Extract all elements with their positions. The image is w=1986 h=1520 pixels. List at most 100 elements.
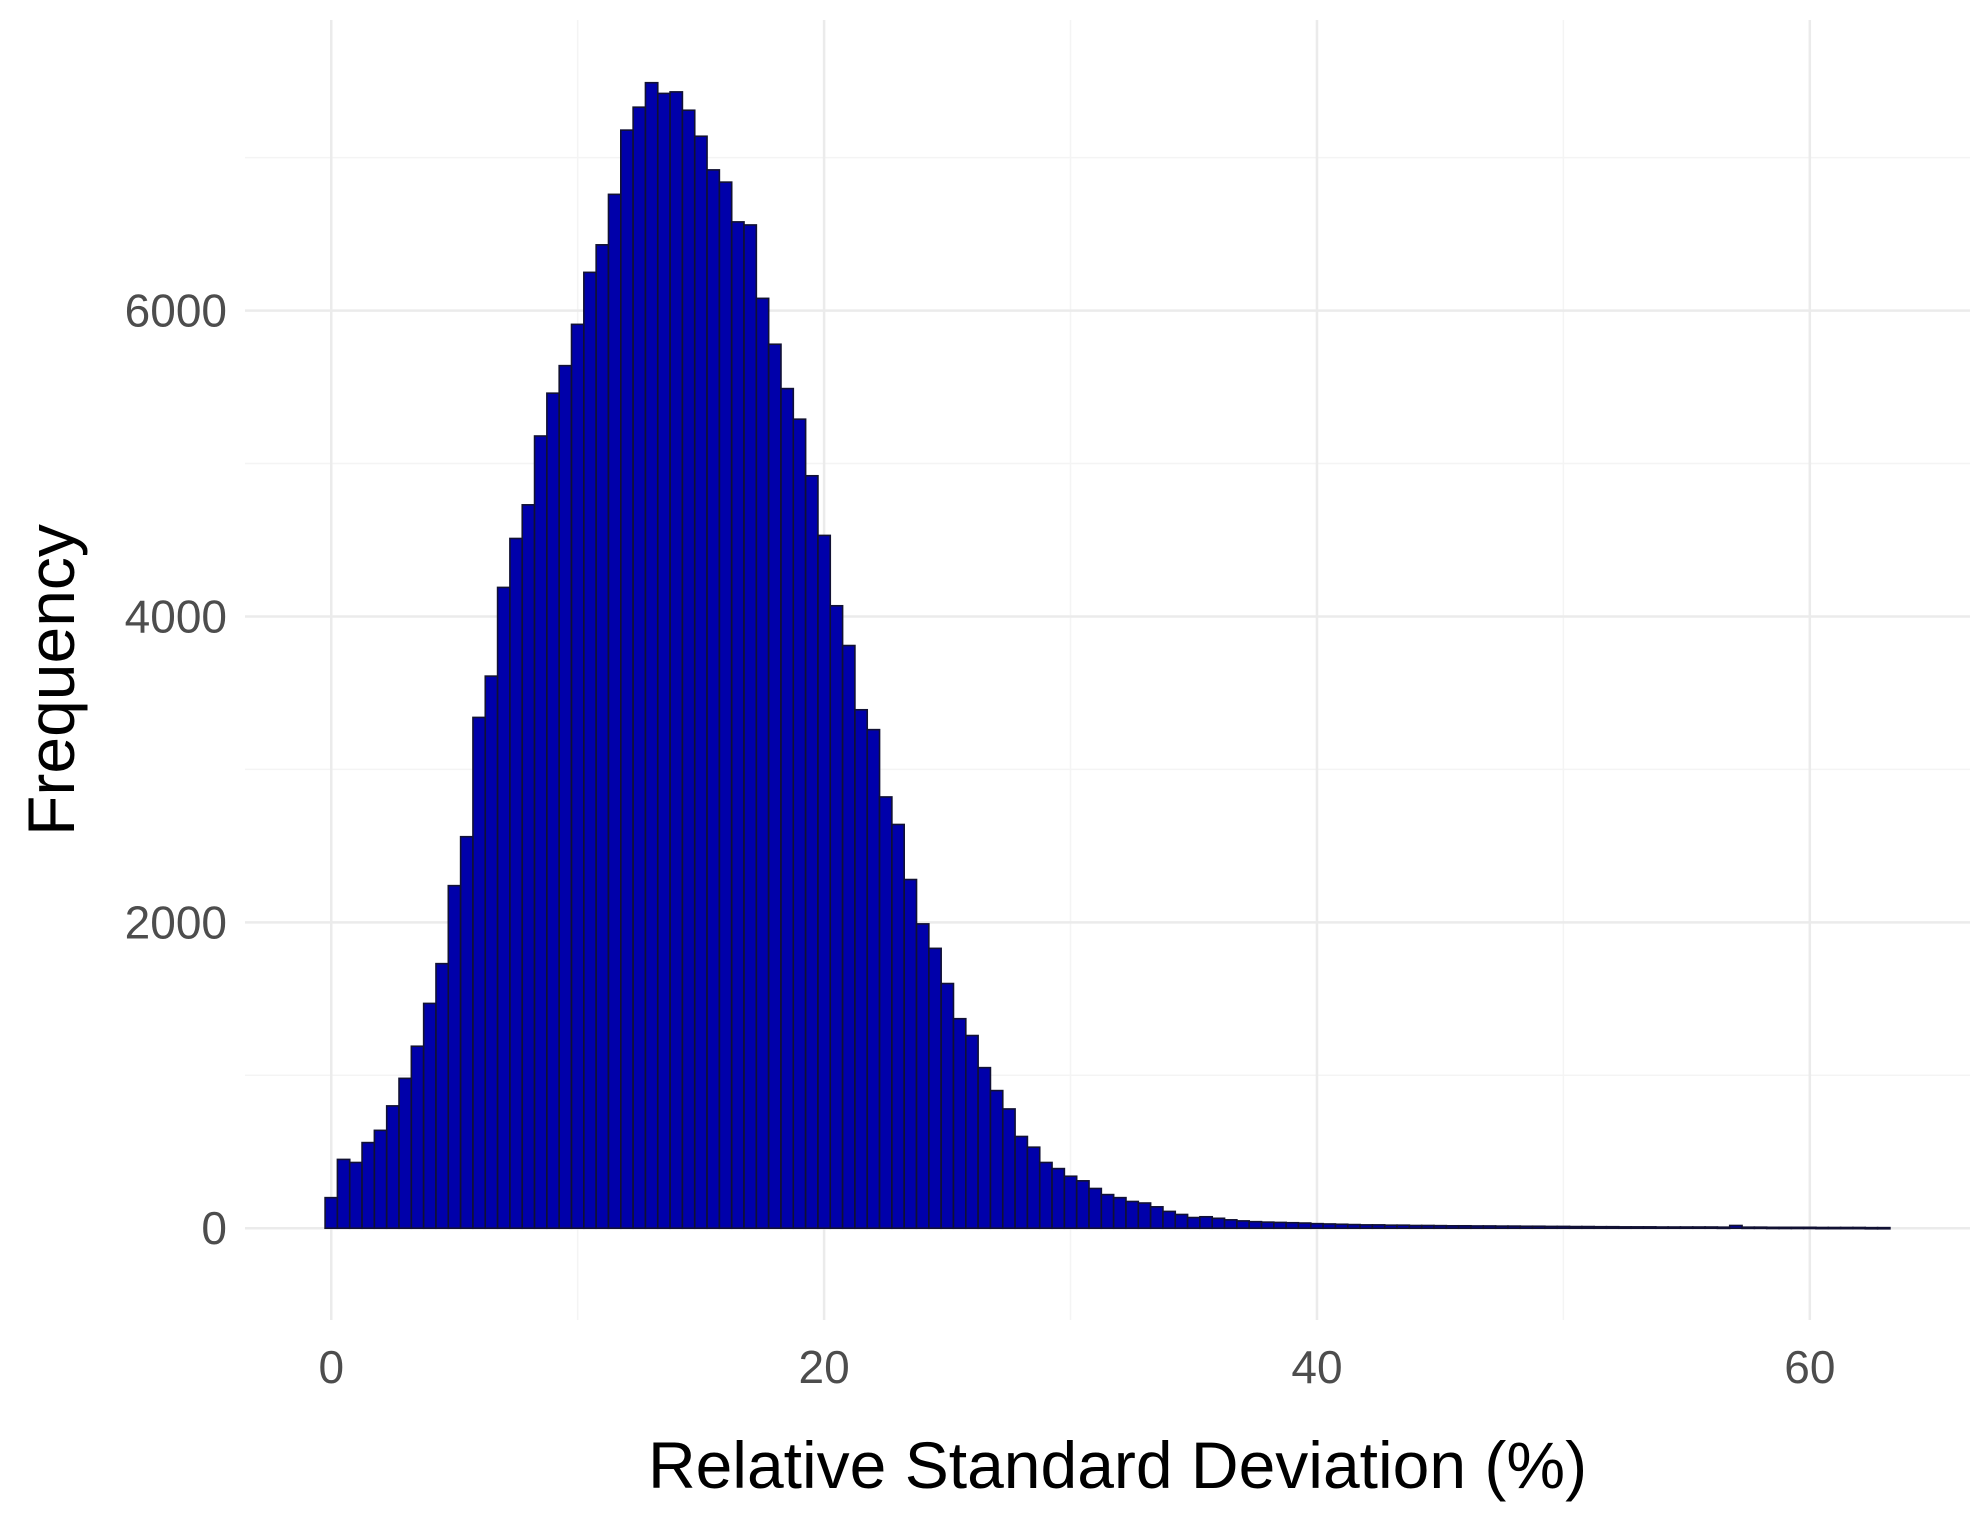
histogram-bar xyxy=(361,1141,376,1230)
y-tick-label: 6000 xyxy=(125,285,227,337)
histogram-bar xyxy=(1211,1217,1226,1230)
histogram-bar xyxy=(1778,1226,1793,1230)
histogram-bar xyxy=(620,129,634,1230)
histogram-bar xyxy=(1088,1187,1103,1230)
histogram-bar xyxy=(570,323,585,1230)
histogram-bar xyxy=(1839,1226,1854,1230)
histogram-bar xyxy=(1679,1226,1694,1230)
histogram-bar xyxy=(1433,1224,1448,1230)
histogram-bar xyxy=(348,1161,363,1230)
histogram-bar xyxy=(422,1002,437,1230)
histogram-bar xyxy=(1260,1221,1275,1230)
histogram-bar xyxy=(1507,1225,1522,1230)
histogram-bar xyxy=(1371,1224,1386,1230)
histogram-bar xyxy=(1790,1226,1805,1230)
histogram-bar xyxy=(521,504,536,1230)
histogram-bar xyxy=(854,708,869,1230)
histogram-bar xyxy=(1864,1226,1879,1230)
histogram-bar xyxy=(1815,1226,1830,1230)
histogram-bar xyxy=(595,244,610,1230)
y-tick-label: 0 xyxy=(201,1202,227,1254)
histogram-bar xyxy=(681,109,696,1230)
histogram-bar xyxy=(1396,1224,1411,1230)
histogram-bar xyxy=(398,1077,413,1230)
histogram-bar xyxy=(435,962,450,1230)
x-axis-title: Relative Standard Deviation (%) xyxy=(648,1428,1587,1502)
histogram-bar xyxy=(669,91,684,1230)
histogram-bar xyxy=(977,1066,992,1230)
histogram-bar xyxy=(730,221,745,1230)
histogram-bar xyxy=(1112,1196,1127,1230)
histogram-bar xyxy=(1297,1222,1312,1230)
histogram-bar xyxy=(644,81,659,1230)
histogram-bar xyxy=(1001,1108,1016,1230)
histogram-bar xyxy=(1174,1213,1189,1230)
histogram-bar xyxy=(1741,1226,1756,1230)
x-tick-labels: 0 20 40 60 xyxy=(318,1341,1835,1393)
histogram-bar xyxy=(373,1129,388,1230)
histogram-bar xyxy=(1655,1226,1669,1230)
histogram-bar xyxy=(1642,1226,1657,1230)
histogram-bar xyxy=(1667,1226,1682,1230)
histogram-bar xyxy=(1137,1202,1152,1230)
histogram-bar xyxy=(1704,1226,1719,1230)
x-tick-label: 40 xyxy=(1291,1341,1342,1393)
histogram-bar xyxy=(496,586,511,1230)
histogram-bar xyxy=(1556,1225,1571,1230)
histogram-bar xyxy=(1716,1226,1731,1230)
histogram-bar xyxy=(817,534,832,1230)
y-axis-title: Frequency xyxy=(14,524,88,836)
histogram-bar xyxy=(767,343,782,1230)
histogram-bar xyxy=(1519,1225,1534,1230)
histogram-bar xyxy=(1346,1223,1361,1230)
histogram-bar xyxy=(1014,1135,1029,1230)
histogram-bar xyxy=(1285,1221,1300,1230)
histogram-bar xyxy=(410,1045,425,1230)
histogram-bar xyxy=(1026,1146,1041,1230)
histogram-bar xyxy=(1876,1226,1891,1230)
histogram-bar xyxy=(1236,1220,1250,1230)
histogram-bar xyxy=(1852,1226,1867,1230)
histogram-bar xyxy=(804,474,819,1230)
histogram-bar xyxy=(1075,1180,1090,1230)
histogram-bar xyxy=(965,1034,979,1230)
histogram-bar xyxy=(1322,1223,1337,1230)
histogram-bar xyxy=(792,418,807,1230)
x-tick-label: 0 xyxy=(318,1341,344,1393)
histogram-bar xyxy=(878,796,893,1230)
histogram-bar xyxy=(1605,1225,1620,1230)
histogram-bar xyxy=(1273,1221,1287,1230)
histogram-bar xyxy=(1618,1226,1632,1230)
histogram-bar xyxy=(891,823,905,1230)
histogram-bar xyxy=(952,1017,967,1230)
y-tick-label: 2000 xyxy=(125,896,227,948)
histogram-bar xyxy=(1445,1224,1460,1230)
histogram-bar xyxy=(1568,1225,1583,1230)
histogram-bar xyxy=(1199,1215,1214,1230)
histogram-bar xyxy=(1531,1225,1546,1230)
histogram-bar xyxy=(866,728,881,1230)
histogram-bar xyxy=(743,224,758,1230)
histogram-bar xyxy=(1494,1225,1509,1230)
histogram-bar xyxy=(1149,1206,1164,1230)
histogram-bar xyxy=(632,106,647,1230)
histogram-bar xyxy=(693,135,708,1230)
y-tick-label: 4000 xyxy=(125,590,227,642)
histogram-bar xyxy=(336,1158,351,1230)
x-tick-label: 20 xyxy=(799,1341,850,1393)
histogram-bar xyxy=(1470,1225,1485,1230)
histogram-bar xyxy=(583,271,597,1230)
histogram-bar xyxy=(718,181,733,1230)
histogram-bar xyxy=(472,716,487,1230)
histogram-bar xyxy=(1482,1225,1497,1230)
histogram-bar xyxy=(1100,1193,1115,1230)
histogram-bar xyxy=(1125,1200,1140,1230)
histogram-bar xyxy=(989,1089,1004,1230)
histogram-bar xyxy=(706,169,721,1230)
histogram-bar xyxy=(1827,1226,1842,1230)
x-tick-label: 60 xyxy=(1784,1341,1835,1393)
histogram-bar xyxy=(1063,1175,1078,1230)
histogram-bar xyxy=(484,675,499,1230)
histogram-bar xyxy=(1223,1219,1238,1230)
histogram-bar xyxy=(1544,1225,1559,1230)
